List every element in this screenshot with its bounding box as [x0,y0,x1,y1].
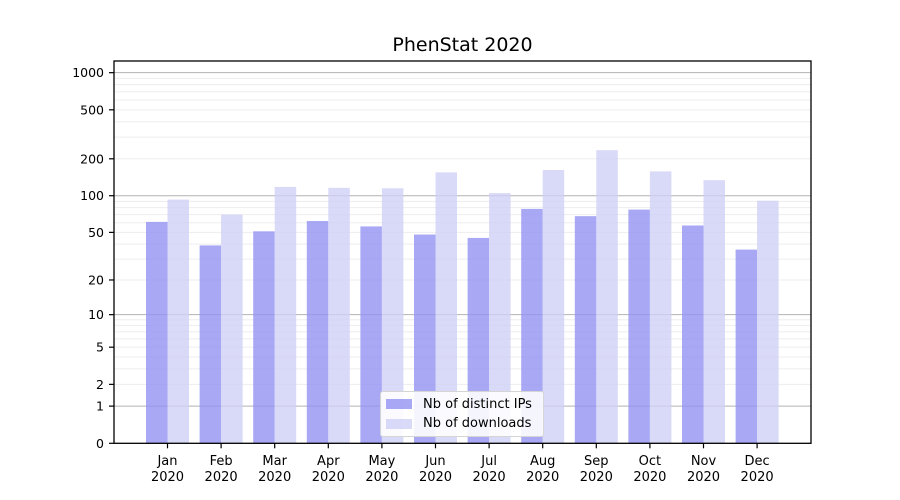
plot-frame [113,60,812,444]
y-tick-label-100: 100 [80,188,104,203]
y-tick-label-500: 500 [80,102,104,117]
bar-distinct-ips-feb [199,245,222,444]
y-tick-label-2: 2 [96,377,104,392]
x-tick-label-month-oct: Oct [639,454,661,469]
y-tick-label-1: 1 [96,399,104,414]
legend-label-downloads: Nb of downloads [423,416,532,432]
bar-downloads-aug [542,170,565,444]
y-tick-label-0: 0 [96,436,104,451]
x-tick-label-year-nov: 2020 [687,470,720,485]
bar-distinct-ips-sep [574,216,597,444]
y-tick-label-5: 5 [96,340,104,355]
x-tick-label-year-jan: 2020 [151,470,184,485]
x-tick-label-month-dec: Dec [745,454,770,469]
bar-distinct-ips-may [360,226,382,444]
x-tick-label-year-sep: 2020 [580,470,613,485]
bar-downloads-sep [596,150,618,444]
bar-downloads-mar [274,186,297,444]
bar-downloads-dec [757,200,779,444]
bar-downloads-feb [221,214,243,444]
legend-label-distinct-ips: Nb of distinct IPs [423,396,532,412]
bar-downloads-may [381,188,404,444]
bar-distinct-ips-oct [628,209,650,444]
x-tick-label-year-mar: 2020 [258,470,291,485]
bar-downloads-jun [435,172,457,444]
x-tick-label-month-mar: Mar [262,454,287,469]
bar-downloads-jan [167,199,189,444]
y-tick-label-1000: 1000 [72,65,104,80]
bar-downloads-jul [489,193,511,444]
bar-distinct-ips-apr [306,221,329,444]
x-tick-label-year-jun: 2020 [419,470,452,485]
bar-downloads-apr [328,187,350,444]
x-tick-label-month-jun: Jun [424,454,445,469]
bar-distinct-ips-aug [521,208,543,444]
legend-item-downloads: Nb of downloads [385,415,539,433]
legend-swatch-downloads [386,418,412,429]
legend: Nb of distinct IPs Nb of downloads [380,391,544,437]
bar-distinct-ips-dec [735,249,758,444]
x-tick-label-month-aug: Aug [530,454,555,469]
bar-distinct-ips-mar [253,231,275,444]
x-tick-label-month-nov: Nov [691,454,717,469]
x-tick-label-month-jul: Jul [480,454,497,469]
y-tick-label-10: 10 [88,307,104,322]
bar-distinct-ips-nov [682,225,704,444]
bar-downloads-oct [649,171,672,444]
x-tick-label-year-aug: 2020 [526,470,559,485]
y-tick-label-200: 200 [80,151,104,166]
x-tick-label-year-jul: 2020 [473,470,506,485]
legend-swatch-distinct-ips [386,399,412,410]
x-tick-label-month-apr: Apr [317,454,340,469]
y-tick-label-20: 20 [88,272,104,287]
x-tick-label-month-jan: Jan [156,454,177,469]
legend-item-distinct-ips: Nb of distinct IPs [385,395,539,413]
x-tick-label-year-feb: 2020 [205,470,238,485]
bar-distinct-ips-jan [146,221,168,444]
chart-title: PhenStat 2020 [392,34,533,56]
bar-downloads-nov [703,180,725,444]
x-tick-label-month-feb: Feb [210,454,233,469]
y-tick-label-50: 50 [88,225,104,240]
x-tick-label-year-apr: 2020 [312,470,345,485]
x-tick-label-month-sep: Sep [584,454,609,469]
x-tick-label-year-oct: 2020 [633,470,666,485]
x-tick-label-month-may: May [368,454,395,469]
x-tick-label-year-may: 2020 [365,470,398,485]
x-tick-label-year-dec: 2020 [741,470,774,485]
